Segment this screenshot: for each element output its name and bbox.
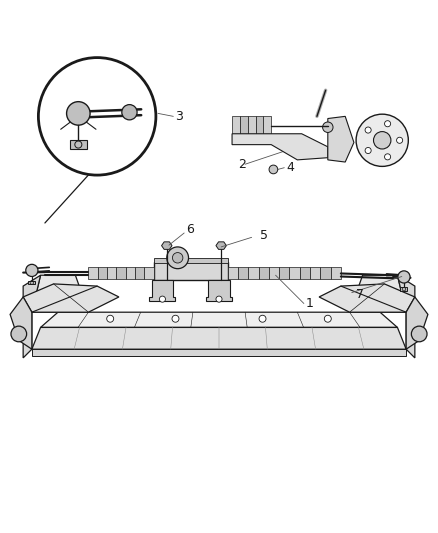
Polygon shape [145,268,154,279]
Polygon shape [269,268,279,279]
Text: 3: 3 [176,110,184,123]
Polygon shape [279,268,290,279]
Circle shape [39,58,156,175]
Polygon shape [300,268,310,279]
Circle shape [269,165,278,174]
Circle shape [11,326,27,342]
Circle shape [216,296,222,302]
Bar [28,281,35,284]
Polygon shape [238,268,248,279]
Circle shape [172,315,179,322]
Circle shape [159,296,166,302]
Circle shape [385,120,391,127]
Bar [154,258,228,263]
Polygon shape [350,275,406,312]
Circle shape [322,122,333,133]
Circle shape [385,154,391,160]
Text: 6: 6 [186,223,194,236]
Circle shape [324,315,331,322]
Circle shape [26,264,38,277]
Polygon shape [126,268,135,279]
Polygon shape [319,284,415,312]
Bar [400,287,407,291]
Circle shape [356,114,408,166]
Text: 1: 1 [306,297,314,310]
Circle shape [398,271,410,283]
Polygon shape [32,349,406,356]
Text: 2: 2 [239,158,247,171]
Bar [70,140,87,149]
Polygon shape [154,262,228,279]
Polygon shape [206,279,232,301]
Circle shape [396,137,403,143]
Polygon shape [32,327,406,349]
Polygon shape [258,268,269,279]
Circle shape [259,315,266,322]
Polygon shape [149,279,176,301]
Polygon shape [232,116,240,134]
Polygon shape [216,242,226,249]
Polygon shape [162,242,172,249]
Text: 4: 4 [286,161,294,174]
Polygon shape [248,268,258,279]
Polygon shape [117,268,126,279]
Polygon shape [290,268,300,279]
Polygon shape [406,297,428,349]
Polygon shape [255,116,263,134]
Circle shape [365,127,371,133]
Circle shape [173,253,183,263]
Polygon shape [23,275,41,358]
Polygon shape [32,275,88,312]
Polygon shape [320,268,331,279]
Polygon shape [310,268,320,279]
Polygon shape [232,134,328,160]
Polygon shape [41,312,397,327]
Circle shape [167,247,188,269]
Polygon shape [397,275,415,358]
Polygon shape [240,116,248,134]
Polygon shape [135,268,145,279]
Polygon shape [263,116,271,134]
Circle shape [365,148,371,154]
Circle shape [107,315,114,322]
Polygon shape [88,268,98,279]
Polygon shape [98,268,107,279]
Polygon shape [107,268,117,279]
Text: 7: 7 [356,288,364,301]
Polygon shape [228,268,238,279]
Circle shape [122,104,137,120]
Circle shape [374,132,391,149]
Polygon shape [10,297,32,349]
Polygon shape [23,284,119,312]
Circle shape [411,326,427,342]
Polygon shape [328,116,354,162]
Polygon shape [331,268,341,279]
Polygon shape [248,116,255,134]
Circle shape [67,102,90,125]
Text: 5: 5 [260,229,268,241]
